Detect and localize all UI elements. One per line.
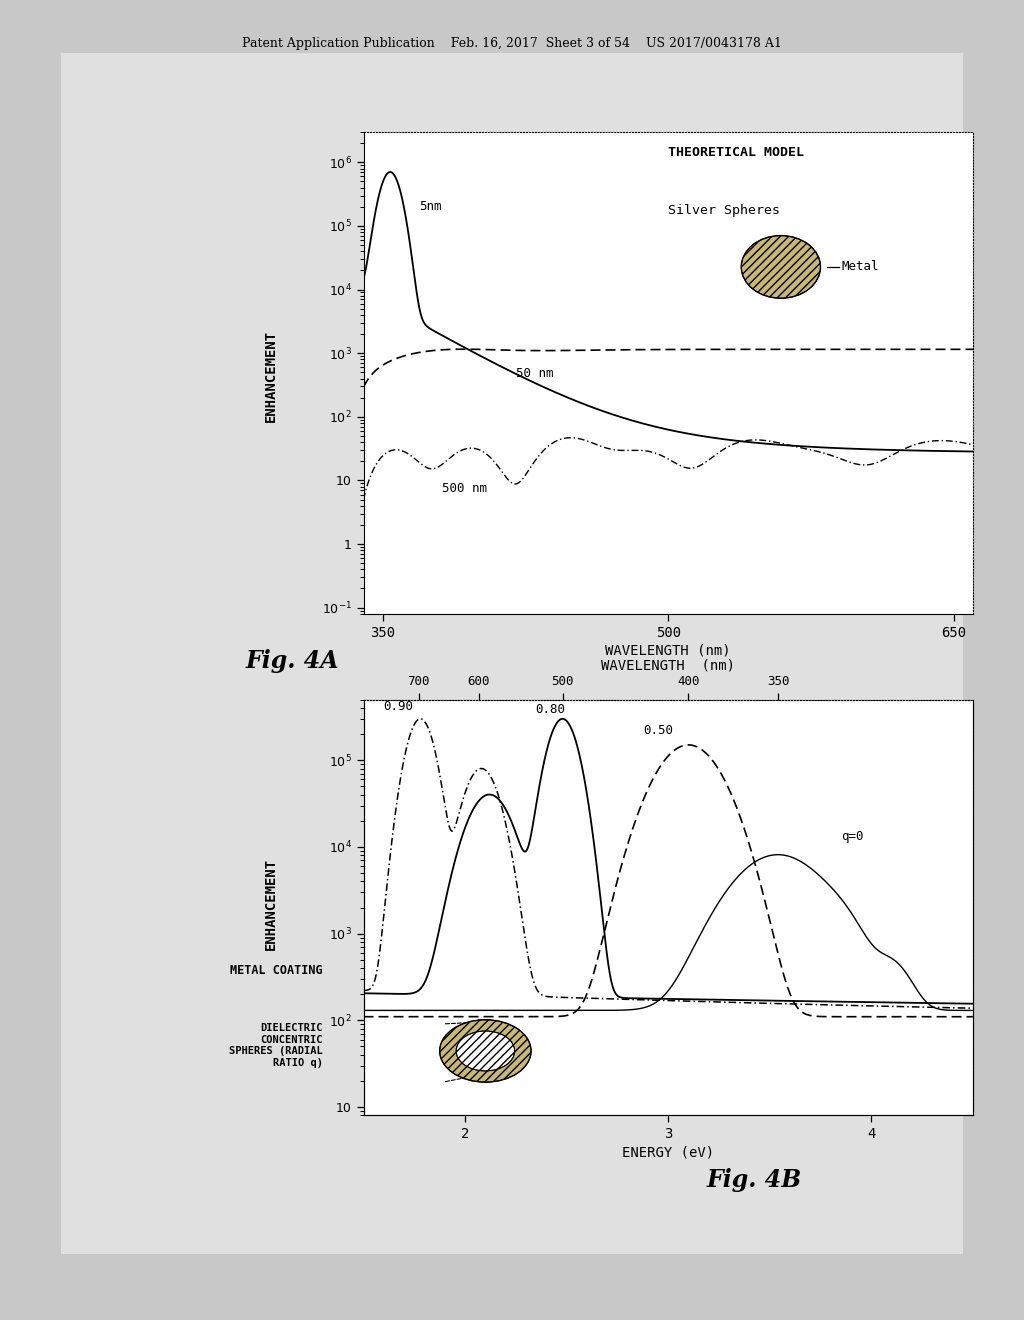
Text: 0.80: 0.80 xyxy=(536,704,565,715)
Text: METAL COATING: METAL COATING xyxy=(230,964,323,977)
Text: 0.50: 0.50 xyxy=(643,725,673,737)
Text: 5nm: 5nm xyxy=(419,199,441,213)
Text: q=0: q=0 xyxy=(841,830,863,843)
Text: 0.90: 0.90 xyxy=(383,700,413,713)
Circle shape xyxy=(456,1031,515,1071)
Text: THEORETICAL MODEL: THEORETICAL MODEL xyxy=(668,147,804,160)
Text: 500 nm: 500 nm xyxy=(441,482,486,495)
Text: 50 nm: 50 nm xyxy=(516,367,553,380)
Text: DIELECTRIC
CONCENTRIC
SPHERES (RADIAL
RATIO q): DIELECTRIC CONCENTRIC SPHERES (RADIAL RA… xyxy=(228,1023,323,1068)
Text: ENHANCEMENT: ENHANCEMENT xyxy=(264,858,279,950)
Text: Fig. 4B: Fig. 4B xyxy=(707,1168,802,1192)
Text: Fig. 4A: Fig. 4A xyxy=(246,649,339,673)
Circle shape xyxy=(439,1020,531,1082)
Circle shape xyxy=(741,235,820,298)
Text: Metal: Metal xyxy=(842,260,880,273)
Text: Patent Application Publication    Feb. 16, 2017  Sheet 3 of 54    US 2017/004317: Patent Application Publication Feb. 16, … xyxy=(242,37,782,50)
Text: Silver Spheres: Silver Spheres xyxy=(668,205,780,218)
Text: ENHANCEMENT: ENHANCEMENT xyxy=(264,330,279,422)
X-axis label: WAVELENGTH (nm): WAVELENGTH (nm) xyxy=(605,644,731,657)
X-axis label: WAVELENGTH  (nm): WAVELENGTH (nm) xyxy=(601,659,735,672)
X-axis label: ENERGY (eV): ENERGY (eV) xyxy=(623,1146,714,1159)
